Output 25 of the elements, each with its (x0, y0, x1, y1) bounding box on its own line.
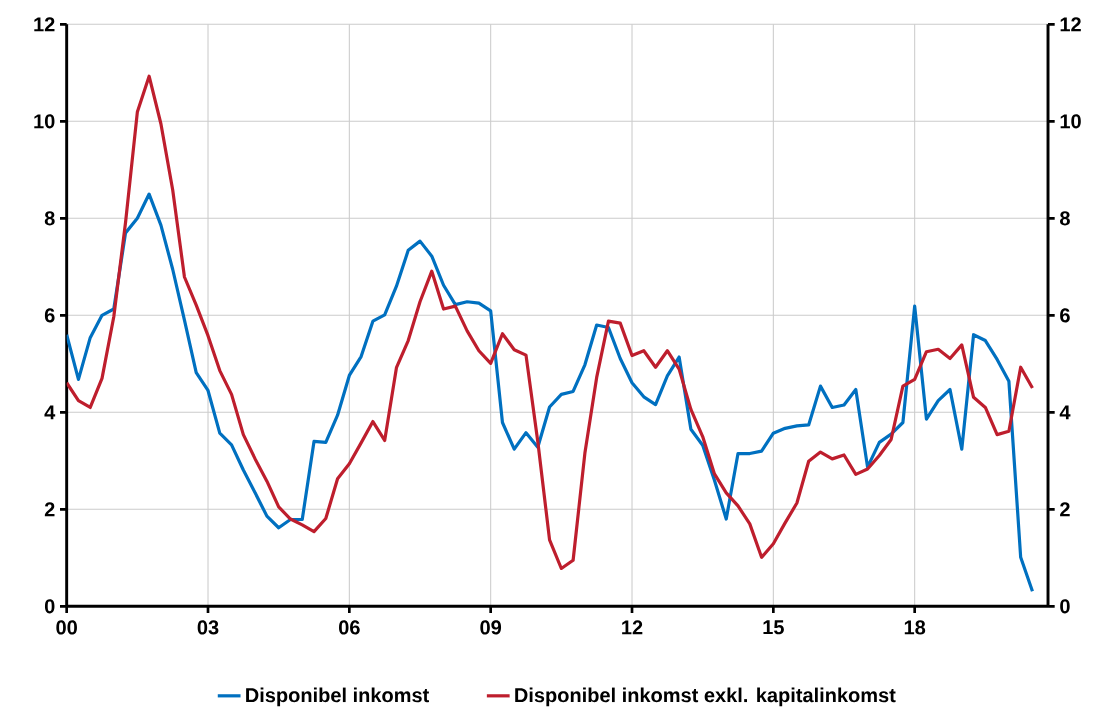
line-series (66, 192, 1035, 593)
y-tick-label: 0 (44, 599, 55, 614)
y-tick-label: 6 (44, 308, 55, 323)
line-series (66, 74, 1035, 571)
y2-tick-label: 8 (1060, 211, 1070, 226)
y-tick-label: 4 (44, 405, 56, 420)
x-tick-label: 00 (56, 620, 77, 635)
x-tick-label: 18 (904, 620, 926, 635)
y-tick-label: 12 (34, 17, 55, 32)
y-tick-label: 2 (44, 502, 55, 517)
legend-label: Disponibel inkomst (246, 687, 430, 707)
y2-tick-label: 10 (1060, 114, 1081, 129)
x-tick-label: 09 (480, 620, 502, 635)
legend-label: Disponibel inkomst exkl. kapitalinkomst (515, 687, 896, 707)
y2-tick-label: 2 (1060, 502, 1070, 517)
y2-tick-label: 0 (1060, 599, 1070, 614)
y-tick-label: 8 (44, 211, 55, 226)
y2-tick-label: 4 (1059, 405, 1071, 420)
x-tick-label: 06 (339, 620, 360, 635)
x-tick-label: 03 (197, 620, 219, 635)
y2-tick-label: 6 (1060, 308, 1070, 323)
y-tick-label: 10 (34, 114, 55, 129)
x-tick-label: 15 (763, 620, 784, 635)
y2-tick-label: 12 (1060, 17, 1081, 32)
x-tick-label: 12 (622, 620, 643, 635)
